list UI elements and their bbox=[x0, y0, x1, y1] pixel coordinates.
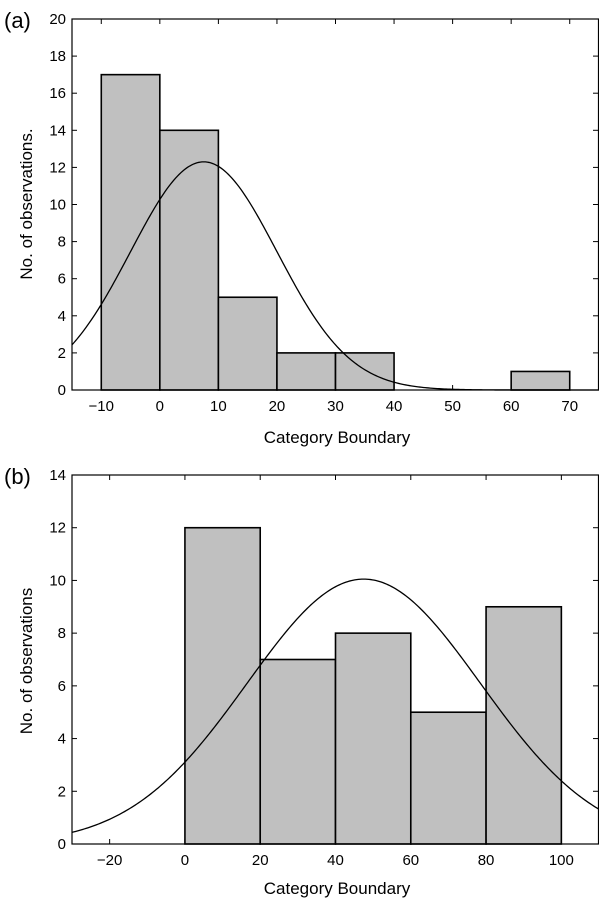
panel-b-y-tick-label-0: 0 bbox=[58, 836, 66, 853]
panel-a-y-tick-label-5: 10 bbox=[49, 197, 66, 214]
panel-a-bar-3 bbox=[276, 352, 337, 391]
panel-a-y-tick-label-10: 20 bbox=[49, 11, 66, 28]
panel-a-y-tick-label-3: 6 bbox=[58, 271, 66, 288]
panel-a-x-tick-label-6: 50 bbox=[444, 398, 461, 415]
panel-a-y-tick-label-8: 16 bbox=[49, 85, 66, 102]
panel-b-x-tick-label-3: 40 bbox=[327, 852, 344, 869]
panel-a: (a) No. of observations. Category Bounda… bbox=[4, 8, 599, 447]
panel-b-y-tick-label-5: 10 bbox=[49, 572, 66, 589]
panel-a-x-tick-label-1: 0 bbox=[156, 398, 164, 415]
panel-b: (b) No. of observations Category Boundar… bbox=[4, 464, 599, 898]
panel-a-y-tick-label-2: 4 bbox=[58, 308, 66, 325]
panel-a-bar-1 bbox=[159, 129, 220, 391]
panel-b-x-tick-label-1: 0 bbox=[181, 852, 189, 869]
panel-a-bar-4 bbox=[334, 352, 395, 391]
panel-b-bar-4 bbox=[485, 605, 563, 845]
panel-a-label: (a) bbox=[4, 8, 31, 33]
panel-b-bar-0 bbox=[184, 526, 262, 845]
panel-a-x-tick-label-7: 60 bbox=[503, 398, 520, 415]
panel-a-bar-2 bbox=[217, 296, 278, 391]
panel-a-y-tick-label-0: 0 bbox=[58, 382, 66, 399]
panel-b-y-tick-label-1: 2 bbox=[58, 783, 66, 800]
panel-b-bar-3 bbox=[409, 711, 487, 845]
panel-b-y-axis-label: No. of observations bbox=[17, 588, 36, 734]
panel-a-x-tick-label-4: 30 bbox=[327, 398, 344, 415]
panel-a-x-tick-label-0: −10 bbox=[89, 398, 114, 415]
panel-a-y-tick-label-4: 8 bbox=[58, 234, 66, 251]
panel-a-y-tick-label-6: 12 bbox=[49, 159, 66, 176]
panel-b-x-tick-label-4: 60 bbox=[402, 852, 419, 869]
panel-a-bar-5 bbox=[510, 370, 571, 391]
panel-b-y-tick-label-7: 14 bbox=[49, 467, 66, 484]
panel-b-x-axis-label: Category Boundary bbox=[264, 879, 411, 898]
panel-b-bar-2 bbox=[334, 632, 412, 845]
panel-a-x-tick-label-2: 10 bbox=[210, 398, 227, 415]
panel-a-y-axis-label: No. of observations. bbox=[17, 128, 36, 279]
panel-b-y-tick-label-4: 8 bbox=[58, 625, 66, 642]
panel-a-bar-0 bbox=[100, 73, 161, 391]
panel-b-bar-1 bbox=[259, 658, 337, 845]
panel-a-y-tick-label-7: 14 bbox=[49, 122, 66, 139]
panel-a-x-tick-label-5: 40 bbox=[386, 398, 403, 415]
panel-b-normal-curve bbox=[71, 578, 599, 833]
panel-a-y-tick-label-9: 18 bbox=[49, 48, 66, 65]
panel-a-x-tick-label-3: 20 bbox=[269, 398, 286, 415]
panel-a-x-tick-label-8: 70 bbox=[561, 398, 578, 415]
panel-a-x-axis-label: Category Boundary bbox=[264, 428, 411, 447]
panel-a-y-tick-label-1: 2 bbox=[58, 345, 66, 362]
panel-b-x-tick-label-5: 80 bbox=[478, 852, 495, 869]
panel-b-x-tick-label-6: 100 bbox=[549, 852, 574, 869]
panel-b-y-tick-label-6: 12 bbox=[49, 520, 66, 537]
panel-b-y-tick-label-2: 4 bbox=[58, 731, 66, 748]
panel-b-x-tick-label-2: 20 bbox=[252, 852, 269, 869]
panel-b-y-tick-label-3: 6 bbox=[58, 678, 66, 695]
panel-b-x-tick-label-0: −20 bbox=[97, 852, 122, 869]
panel-b-label: (b) bbox=[4, 464, 31, 489]
